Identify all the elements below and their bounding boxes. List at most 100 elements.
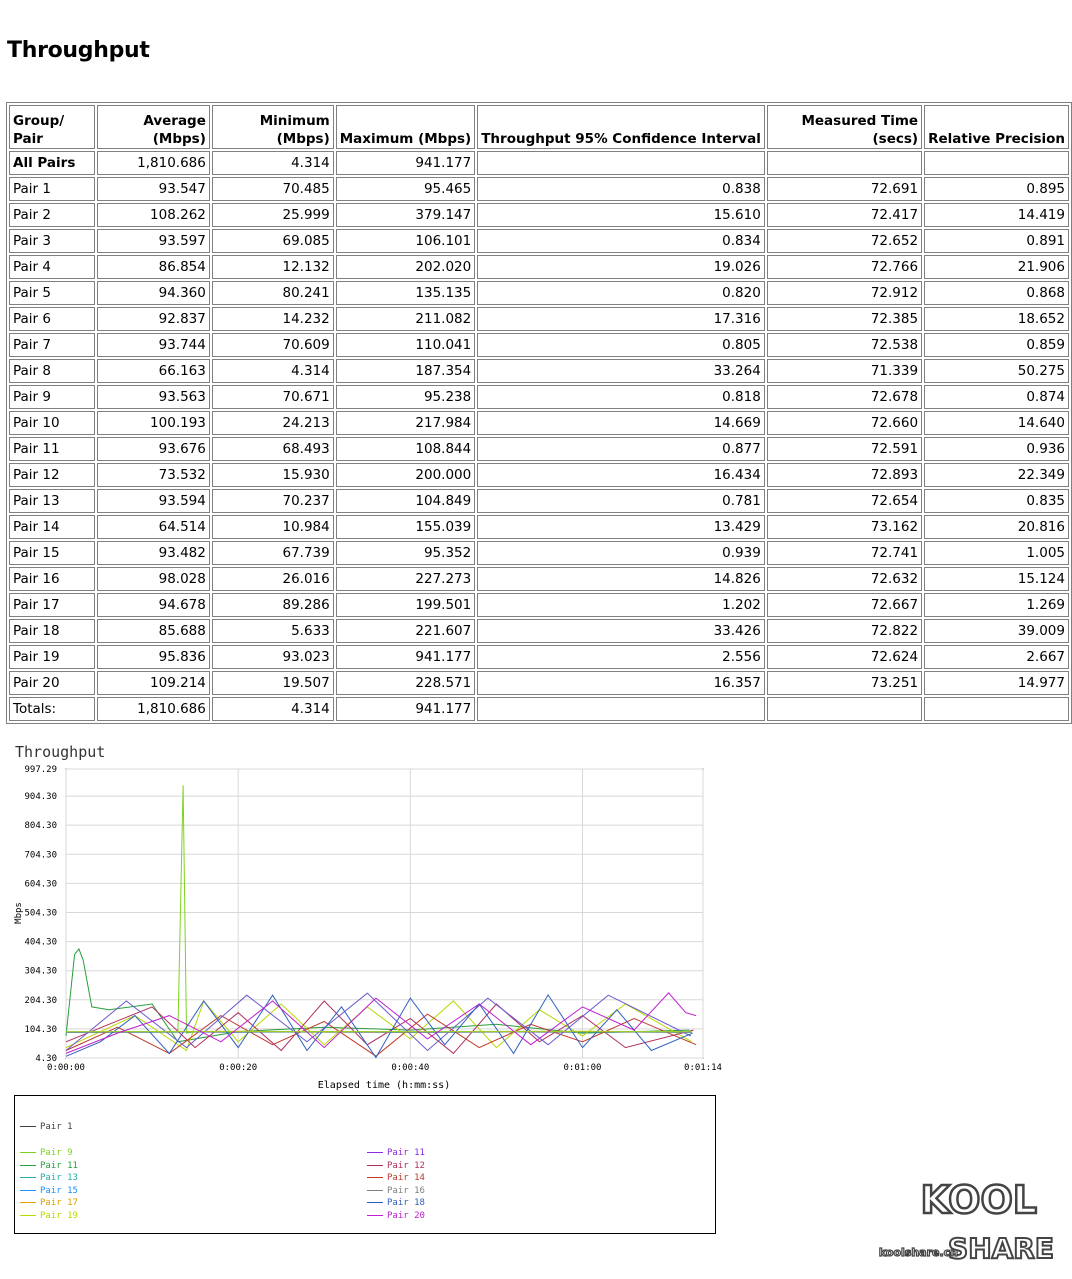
table-cell: 0.834 — [477, 229, 765, 253]
watermark-brand-top: KOOL — [920, 1178, 1037, 1222]
table-row: Pair 4 86.854 12.132 202.020 19.026 72.766 21.… — [9, 255, 1069, 279]
plot-area — [65, 768, 704, 1059]
table-cell: 72.667 — [766, 593, 923, 617]
table-cell: 0.868 — [924, 281, 1069, 305]
y-tick-label: 304.30 — [24, 967, 57, 977]
legend-item: Pair 11 — [367, 1147, 425, 1159]
table-cell — [477, 151, 765, 175]
col-header-measured-time: Measured Time (secs) — [766, 105, 923, 149]
legend-label: Pair 20 — [387, 1211, 425, 1221]
table-cell: 211.082 — [335, 307, 476, 331]
col-header-maximum: Maximum (Mbps) — [335, 105, 476, 149]
chart-title: Throughput — [15, 743, 105, 761]
table-cell: 24.213 — [211, 411, 334, 435]
table-cell: 39.009 — [924, 619, 1069, 643]
table-cell: 26.016 — [211, 567, 334, 591]
table-cell: 92.837 — [97, 307, 210, 331]
table-cell — [924, 697, 1069, 721]
table-cell: 95.836 — [97, 645, 210, 669]
table-cell: 80.241 — [211, 281, 334, 305]
table-cell: 71.339 — [766, 359, 923, 383]
table-cell: 22.349 — [924, 463, 1069, 487]
table-cell: 108.844 — [335, 437, 476, 461]
legend-swatch — [367, 1164, 383, 1166]
legend-label: Pair 19 — [40, 1211, 78, 1221]
legend-swatch — [20, 1202, 36, 1204]
y-tick-label: 904.30 — [24, 792, 57, 802]
table-cell: 1.005 — [924, 541, 1069, 565]
y-tick-label: 4.30 — [35, 1054, 57, 1064]
table-cell: 100.193 — [97, 411, 210, 435]
row-label: Pair 16 — [9, 567, 96, 591]
table-cell: 93.597 — [97, 229, 210, 253]
table-cell: 0.838 — [477, 177, 765, 201]
legend-item: Pair 14 — [367, 1172, 425, 1184]
table-row: Pair 16 98.028 26.016 227.273 14.826 72.632 15… — [9, 567, 1069, 591]
row-label: Pair 17 — [9, 593, 96, 617]
row-label: All Pairs — [9, 151, 96, 175]
x-tick-label: 0:01:14 — [684, 1063, 722, 1073]
table-cell: 5.633 — [211, 619, 334, 643]
table-cell: 227.273 — [335, 567, 476, 591]
legend-item: Pair 16 — [367, 1185, 425, 1197]
table-cell: 228.571 — [335, 671, 476, 695]
row-label: Pair 11 — [9, 437, 96, 461]
table-cell: 0.818 — [477, 385, 765, 409]
table-row: Pair 1 93.547 70.485 95.465 0.838 72.691 0.895 — [9, 177, 1069, 201]
table-cell: 221.607 — [335, 619, 476, 643]
table-cell: 14.640 — [924, 411, 1069, 435]
table-cell: 70.609 — [211, 333, 334, 357]
watermark-site: koolshare.cn — [879, 1246, 958, 1259]
legend-swatch — [20, 1189, 36, 1191]
table-cell: 2.667 — [924, 645, 1069, 669]
table-cell: 89.286 — [211, 593, 334, 617]
table-cell: 14.977 — [924, 671, 1069, 695]
table-cell: 0.874 — [924, 385, 1069, 409]
table-cell: 2.556 — [477, 645, 765, 669]
table-cell: 72.822 — [766, 619, 923, 643]
y-tick-label: 997.29 — [24, 765, 57, 775]
table-cell: 33.426 — [477, 619, 765, 643]
table-row: Pair 3 93.597 69.085 106.101 0.834 72.652 0.89… — [9, 229, 1069, 253]
table-cell: 108.262 — [97, 203, 210, 227]
y-tick-label: 504.30 — [24, 908, 57, 918]
row-label: Totals: — [9, 697, 96, 721]
table-row: Pair 14 64.514 10.984 155.039 13.429 73.162 20… — [9, 515, 1069, 539]
table-cell: 17.316 — [477, 307, 765, 331]
table-cell: 93.482 — [97, 541, 210, 565]
chart-grid — [65, 768, 704, 1059]
legend-label: Pair 11 — [40, 1160, 78, 1171]
table-cell: 10.984 — [211, 515, 334, 539]
table-cell: 0.805 — [477, 333, 765, 357]
table-cell: 4.314 — [211, 151, 334, 175]
table-cell: 155.039 — [335, 515, 476, 539]
table-cell: 109.214 — [97, 671, 210, 695]
legend-swatch — [367, 1202, 383, 1204]
row-label: Pair 4 — [9, 255, 96, 279]
legend-swatch — [20, 1164, 36, 1166]
series-line-pair-2 — [65, 947, 690, 1043]
row-label: Pair 7 — [9, 333, 96, 357]
table-cell: 50.275 — [924, 359, 1069, 383]
table-cell: 73.251 — [766, 671, 923, 695]
col-header-average: Average (Mbps) — [97, 105, 210, 149]
table-cell: 68.493 — [211, 437, 334, 461]
table-cell: 16.434 — [477, 463, 765, 487]
table-cell: 941.177 — [335, 151, 476, 175]
table-cell: 20.816 — [924, 515, 1069, 539]
table-cell — [924, 151, 1069, 175]
legend-swatch — [367, 1215, 383, 1216]
legend-item: Pair 11 — [20, 1160, 78, 1172]
table-row: Totals: 1,810.686 4.314 941.177 — [9, 697, 1069, 721]
y-tick-label: 604.30 — [24, 879, 57, 889]
chart-legend: Pair 1 Pair 9 Pair 11 Pair 13 Pair 15 Pair 17… — [14, 1095, 716, 1234]
table-cell: 72.385 — [766, 307, 923, 331]
y-tick-label: 204.30 — [24, 996, 57, 1006]
table-cell: 72.766 — [766, 255, 923, 279]
table-cell: 217.984 — [335, 411, 476, 435]
table-cell: 94.360 — [97, 281, 210, 305]
table-row: Pair 12 73.532 15.930 200.000 16.434 72.893 22… — [9, 463, 1069, 487]
row-label: Pair 13 — [9, 489, 96, 513]
row-label: Pair 2 — [9, 203, 96, 227]
legend-label: Pair 16 — [387, 1185, 425, 1196]
